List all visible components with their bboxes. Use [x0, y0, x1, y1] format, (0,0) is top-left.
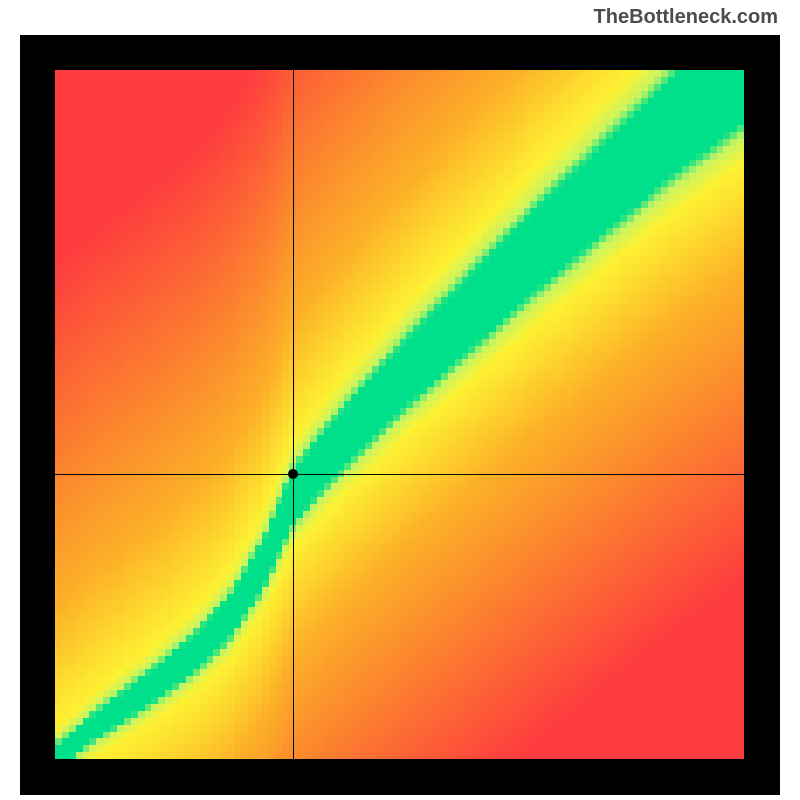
- crosshair-horizontal: [55, 474, 745, 475]
- chart-area: [55, 70, 745, 760]
- watermark-text: TheBottleneck.com: [594, 6, 778, 29]
- crosshair-vertical: [293, 70, 294, 760]
- heatmap-grid: [55, 70, 745, 760]
- root-container: TheBottleneck.com: [0, 0, 800, 800]
- marker-dot: [288, 469, 298, 479]
